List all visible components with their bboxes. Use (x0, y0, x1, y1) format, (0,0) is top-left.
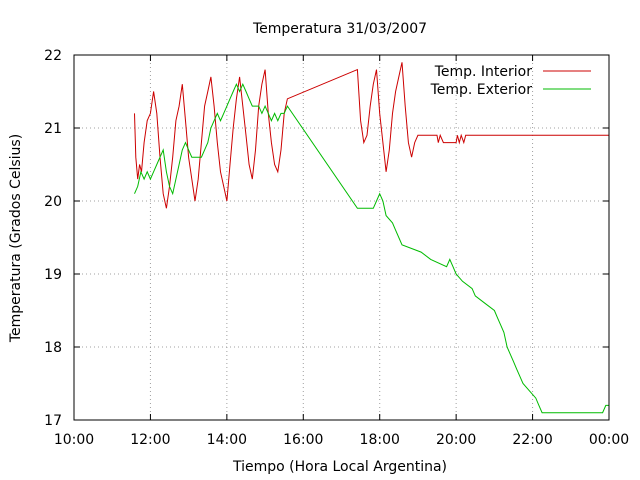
x-tick-label: 18:00 (360, 432, 400, 448)
plot-border (73, 54, 610, 421)
y-axis-label: Temperatura (Grados Celsius) (8, 134, 24, 343)
plot-area (134, 62, 609, 414)
x-tick-label: 20:00 (436, 432, 476, 448)
y-tick-label: 19 (44, 267, 62, 283)
x-tick-label: 00:00 (589, 432, 629, 448)
x-tick-label: 16:00 (283, 432, 323, 448)
x-tick-label: 14:00 (207, 432, 247, 448)
legend-label-exterior: Temp. Exterior (430, 82, 533, 98)
series-line-exterior (134, 82, 609, 414)
legend: Temp. Interior Temp. Exterior (430, 64, 591, 98)
chart-title: Temperatura 31/03/2007 (252, 21, 427, 37)
y-tick-label: 22 (44, 48, 62, 64)
x-axis-label: Tiempo (Hora Local Argentina) (232, 459, 447, 475)
grid (74, 55, 609, 420)
x-axis-ticks: 10:00 12:00 14:00 16:00 18:00 20:00 22:00 00:00 (54, 55, 629, 448)
legend-label-interior: Temp. Interior (434, 64, 533, 80)
y-tick-label: 20 (44, 194, 62, 210)
series-line-interior (134, 62, 609, 209)
y-axis-ticks: 17 18 19 20 21 22 (44, 48, 609, 429)
x-tick-label: 10:00 (54, 432, 94, 448)
y-tick-label: 21 (44, 121, 62, 137)
x-tick-label: 12:00 (130, 432, 170, 448)
x-tick-label: 22:00 (512, 432, 552, 448)
y-tick-label: 18 (44, 340, 62, 356)
y-tick-label: 17 (44, 413, 62, 429)
